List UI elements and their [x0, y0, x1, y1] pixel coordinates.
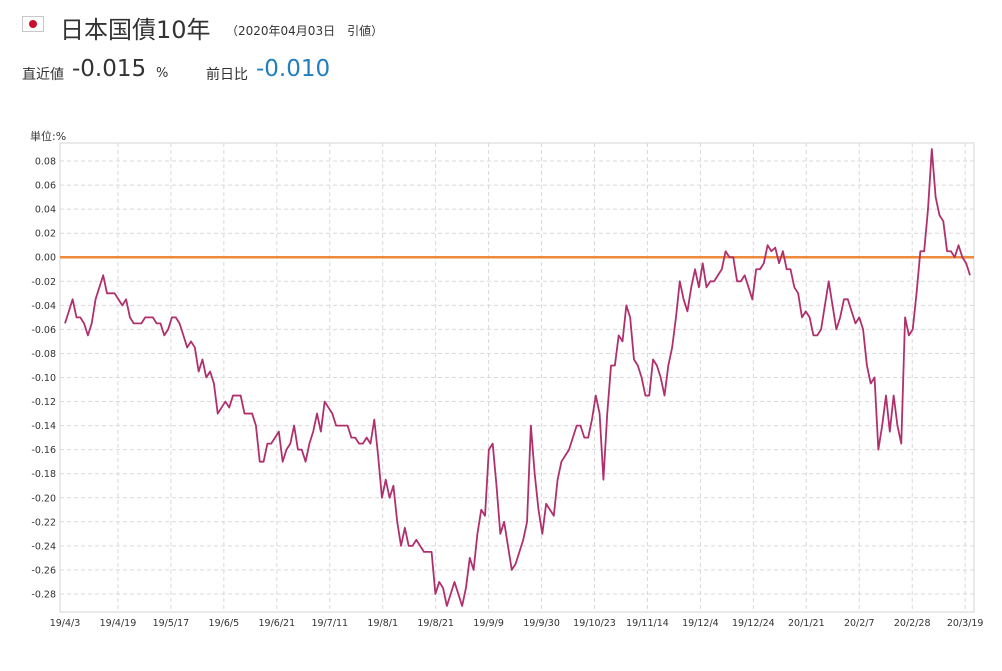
- y-axis-ticks: 0.08 0.06 0.04 0.02 0.00 -0.02 -0.04 -0.06 -0.08…: [31, 157, 56, 601]
- x-tick-label: 19/5/17: [153, 618, 190, 629]
- x-tick-label: 20/1/21: [788, 618, 825, 629]
- y-tick-label: -0.12: [31, 397, 56, 408]
- y-tick-label: 0.06: [35, 181, 56, 192]
- y-tick-label: -0.14: [31, 421, 56, 432]
- x-tick-label: 19/4/3: [50, 618, 81, 629]
- x-tick-label: 19/6/21: [258, 618, 295, 629]
- y-tick-label: -0.24: [31, 541, 56, 552]
- y-tick-label: -0.06: [31, 325, 56, 336]
- y-tick-label: -0.02: [31, 277, 56, 288]
- latest-value: -0.015: [72, 56, 147, 82]
- x-tick-label: 19/8/1: [367, 618, 398, 629]
- y-tick-label: -0.18: [31, 469, 56, 480]
- y-tick-label: -0.16: [31, 445, 56, 456]
- x-tick-label: 20/2/7: [844, 618, 875, 629]
- y-tick-label: 0.02: [35, 229, 56, 240]
- y-tick-label: -0.04: [31, 301, 56, 312]
- page-subtitle: （2020年04月03日 引値）: [226, 24, 384, 38]
- change-value: -0.010: [256, 56, 331, 82]
- grid-layer: [59, 142, 975, 613]
- series-layer: [64, 148, 971, 607]
- flag-disc: [29, 20, 37, 28]
- x-tick-label: 20/2/28: [894, 618, 931, 629]
- latest-unit: %: [156, 66, 169, 81]
- x-tick-label: 19/7/11: [311, 618, 348, 629]
- y-tick-label: -0.08: [31, 349, 56, 360]
- x-tick-label: 19/9/9: [473, 618, 504, 629]
- x-tick-label: 19/12/24: [732, 618, 775, 629]
- x-tick-label: 19/11/14: [626, 618, 669, 629]
- page-title: 日本国債10年: [60, 16, 211, 44]
- x-tick-label: 19/8/21: [417, 618, 454, 629]
- japan-flag-icon: [22, 16, 44, 32]
- x-axis-ticks: 19/4/3 19/4/19 19/5/17 19/6/5 19/6/21 19/7/11…: [50, 618, 984, 629]
- y-tick-label: -0.20: [31, 493, 56, 504]
- x-tick-label: 19/4/19: [100, 618, 137, 629]
- y-tick-label: -0.10: [31, 373, 56, 384]
- y-tick-label: -0.28: [31, 589, 56, 600]
- x-tick-label: 19/9/30: [523, 618, 560, 629]
- y-tick-label: -0.22: [31, 517, 56, 528]
- x-tick-label: 19/6/5: [209, 618, 240, 629]
- y-tick-label: -0.26: [31, 565, 56, 576]
- latest-label: 直近値: [22, 67, 64, 83]
- unit-label: 単位:%: [30, 130, 67, 143]
- y-tick-label: 0.00: [35, 253, 56, 264]
- y-tick-label: 0.08: [35, 157, 56, 168]
- x-tick-label: 19/10/23: [573, 618, 616, 629]
- y-tick-label: 0.04: [35, 205, 56, 216]
- x-tick-label: 19/12/4: [682, 618, 719, 629]
- x-tick-label: 20/3/19: [947, 618, 984, 629]
- yield-series-line: [64, 148, 971, 607]
- change-label: 前日比: [206, 67, 248, 83]
